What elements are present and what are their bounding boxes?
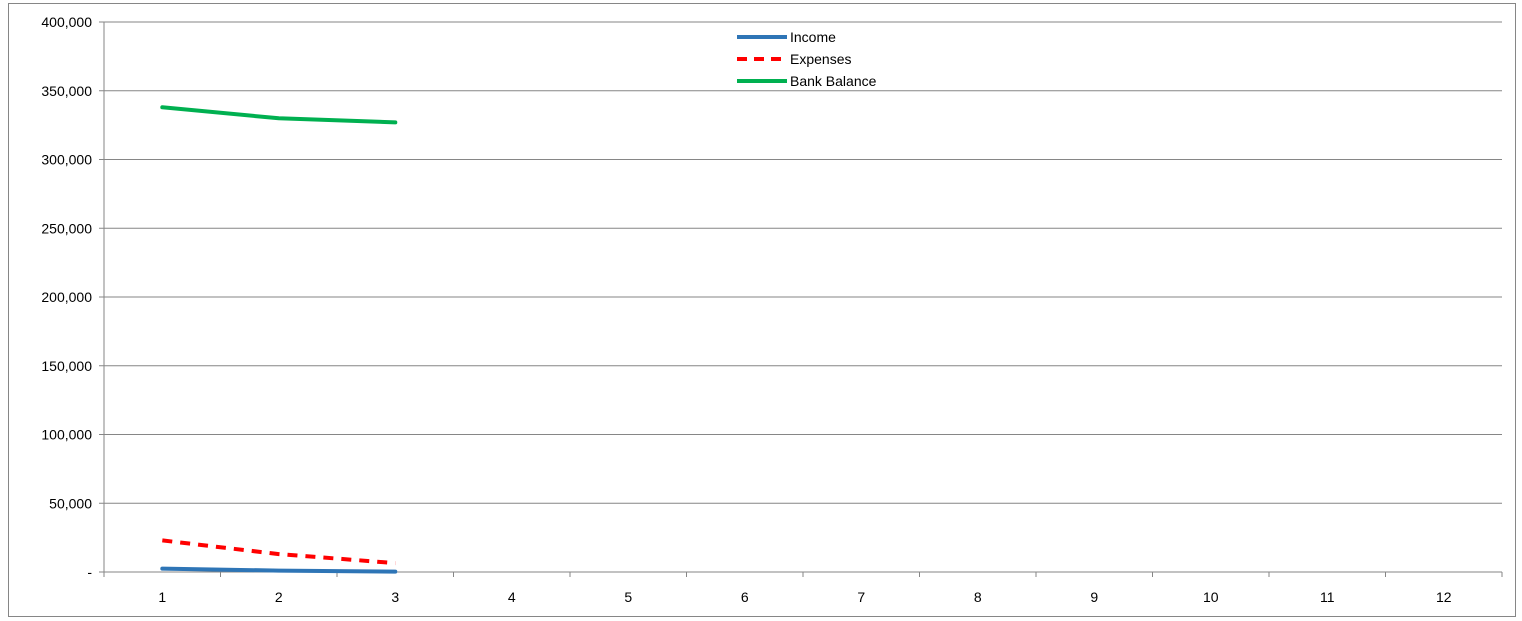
y-tick-label: - bbox=[87, 564, 92, 580]
y-tick-label: 400,000 bbox=[41, 14, 92, 30]
y-tick-label: 100,000 bbox=[41, 427, 92, 443]
axes bbox=[99, 21, 1503, 577]
x-tick-label: 4 bbox=[508, 589, 516, 605]
y-tick-label: 150,000 bbox=[41, 358, 92, 374]
x-tick-label: 9 bbox=[1090, 589, 1098, 605]
x-tick-label: 8 bbox=[974, 589, 982, 605]
x-tick-label: 6 bbox=[741, 589, 749, 605]
legend-label: Income bbox=[790, 29, 836, 45]
chart-frame bbox=[8, 3, 1516, 617]
x-axis-tick-labels: 1 2 3 4 5 6 7 8 9 10 11 12 bbox=[158, 589, 1451, 605]
y-tick-label: 200,000 bbox=[41, 289, 92, 305]
legend: Income Expenses Bank Balance bbox=[737, 29, 877, 89]
x-tick-label: 1 bbox=[158, 589, 166, 605]
legend-entry: Bank Balance bbox=[737, 73, 877, 89]
x-tick-label: 12 bbox=[1436, 589, 1452, 605]
y-axis-tick-labels: - 50,000 100,000 150,000 200,000 250,000 300,0… bbox=[41, 14, 92, 580]
x-tick-label: 11 bbox=[1320, 589, 1335, 605]
y-tick-label: 350,000 bbox=[41, 83, 92, 99]
x-tick-label: 3 bbox=[391, 589, 399, 605]
x-tick-label: 7 bbox=[857, 589, 865, 605]
series-lines bbox=[160, 105, 398, 574]
legend-entry: Income bbox=[737, 29, 836, 45]
series-line-income bbox=[160, 566, 398, 574]
x-tick-label: 5 bbox=[624, 589, 632, 605]
legend-label: Bank Balance bbox=[790, 73, 877, 89]
series-line-bank-balance bbox=[160, 105, 398, 125]
y-tick-label: 250,000 bbox=[41, 220, 92, 236]
gridlines bbox=[104, 21, 1502, 504]
legend-label: Expenses bbox=[790, 51, 851, 67]
x-tick-label: 2 bbox=[275, 589, 283, 605]
y-tick-label: 50,000 bbox=[49, 495, 92, 511]
series-line-expenses bbox=[162, 538, 396, 566]
legend-entry: Expenses bbox=[737, 51, 851, 67]
y-tick-label: 300,000 bbox=[41, 152, 92, 168]
x-tick-label: 10 bbox=[1203, 589, 1219, 605]
